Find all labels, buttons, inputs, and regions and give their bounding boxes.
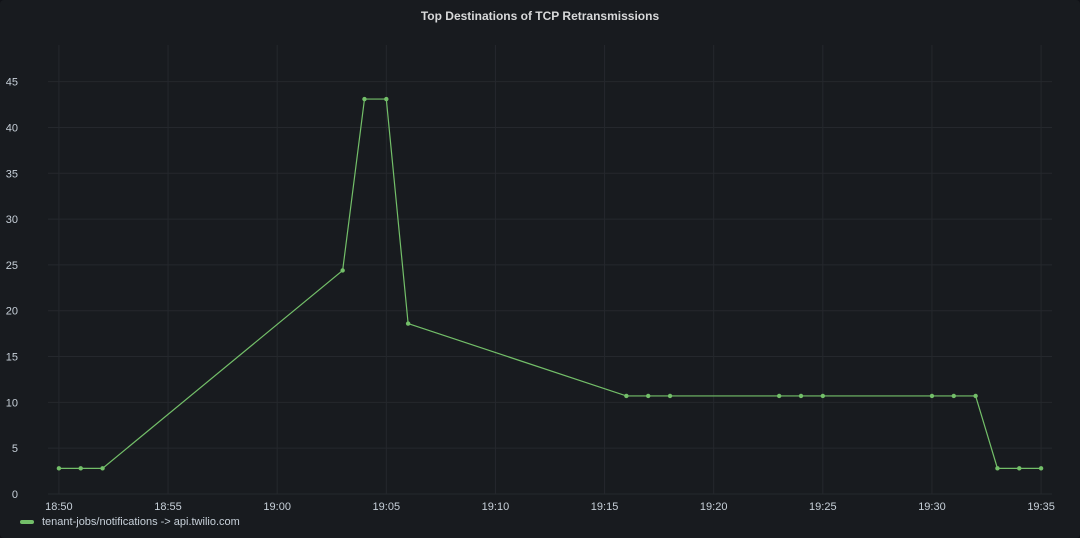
data-point [951, 393, 956, 399]
legend-swatch [20, 520, 34, 524]
y-tick-label: 45 [6, 77, 18, 89]
y-tick-label: 35 [6, 168, 18, 180]
chart-title: Top Destinations of TCP Retransmissions [420, 9, 660, 23]
series-line [58, 98, 1042, 469]
data-point [78, 466, 83, 471]
x-tick-label: 19:05 [373, 501, 401, 513]
data-point [776, 393, 782, 399]
y-tick-label: 25 [6, 260, 18, 272]
data-point [929, 393, 935, 399]
data-point [667, 393, 673, 399]
x-tick-label: 19:15 [591, 501, 619, 513]
data-point [56, 466, 62, 471]
data-point [646, 393, 651, 399]
data-point [995, 466, 1000, 471]
data-point [1017, 466, 1022, 471]
x-tick-label: 19:20 [700, 501, 728, 513]
data-point [1038, 466, 1044, 471]
data-point [820, 393, 826, 399]
x-tick-label: 18:50 [45, 501, 73, 513]
x-tick-label: 19:25 [809, 501, 837, 513]
y-tick-label: 20 [6, 306, 18, 318]
x-tick-label: 18:55 [154, 501, 182, 513]
data-point [362, 96, 367, 102]
data-point [973, 393, 978, 399]
x-tick-label: 19:35 [1027, 501, 1055, 513]
data-point [624, 393, 629, 399]
data-point [798, 393, 804, 399]
y-tick-label: 5 [12, 443, 18, 455]
y-tick-label: 10 [6, 397, 18, 409]
data-point [384, 96, 389, 102]
legend[interactable]: tenant-jobs/notifications -> api.twilio.… [20, 516, 240, 528]
data-point [100, 466, 105, 471]
x-tick-label: 19:10 [482, 501, 510, 513]
data-point [405, 321, 411, 326]
y-tick-label: 30 [6, 214, 18, 226]
y-tick-label: 0 [12, 489, 18, 501]
x-tick-label: 19:00 [263, 501, 291, 513]
data-point [340, 268, 345, 273]
y-tick-label: 40 [6, 122, 18, 134]
legend-label: tenant-jobs/notifications -> api.twilio.… [42, 516, 240, 528]
x-tick-label: 19:30 [918, 501, 946, 513]
y-tick-label: 15 [6, 352, 18, 364]
